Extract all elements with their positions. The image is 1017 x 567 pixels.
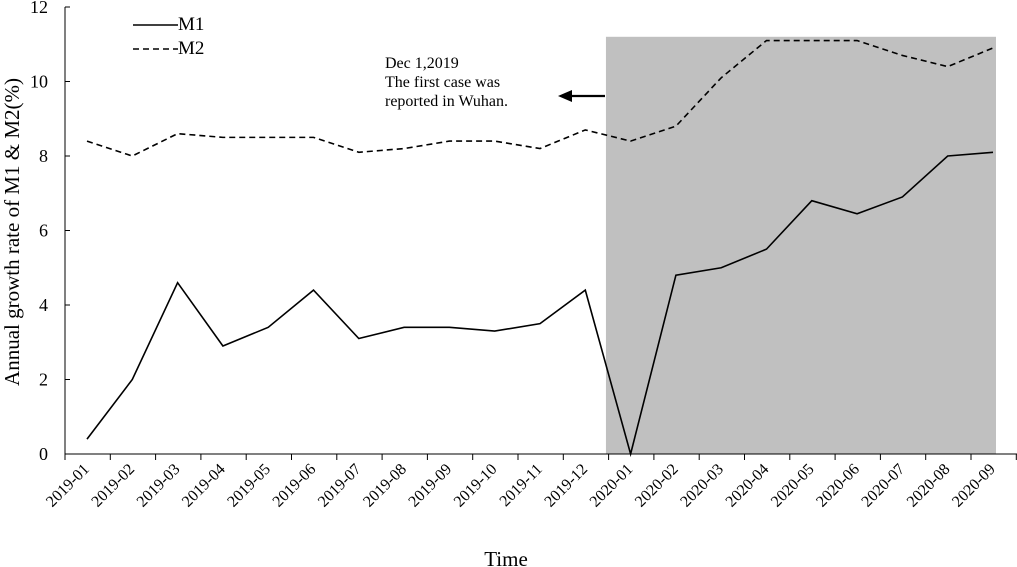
x-tick-label: 2019-05 xyxy=(224,461,274,511)
legend: M1 M2 xyxy=(133,14,204,59)
y-tick-label: 2 xyxy=(39,370,48,390)
x-tick-label: 2020-09 xyxy=(949,461,999,511)
series-line-m1 xyxy=(86,151,994,458)
legend-m1-label: M1 xyxy=(178,14,204,35)
x-tick-label: 2019-04 xyxy=(179,461,229,511)
annotation-arrowhead-icon xyxy=(558,90,572,102)
x-tick-label: 2019-07 xyxy=(315,461,365,511)
x-tick-label: 2019-03 xyxy=(134,461,184,511)
x-tick-label: 2020-02 xyxy=(632,461,682,511)
x-tick-label: 2020-06 xyxy=(813,461,863,511)
y-axis: 0 2 4 6 8 10 12 xyxy=(30,0,70,464)
y-tick-label: 0 xyxy=(39,444,48,464)
x-tick-label: 2020-07 xyxy=(858,461,908,511)
x-tick-label: 2019-10 xyxy=(451,461,501,511)
x-tick-label: 2020-03 xyxy=(677,461,727,511)
annotation-line-2: The first case was xyxy=(385,74,500,91)
x-tick-label: 2019-11 xyxy=(497,461,546,510)
x-tick-label: 2019-09 xyxy=(405,461,455,511)
x-tick-label: 2020-01 xyxy=(587,461,637,511)
x-axis: 2019-012019-022019-032019-042019-052019-… xyxy=(43,453,1017,511)
annotation: Dec 1,2019 The first case was reported i… xyxy=(385,55,605,110)
x-tick-label: 2020-04 xyxy=(723,461,773,511)
x-tick-label: 2020-05 xyxy=(768,461,818,511)
x-tick-label: 2019-08 xyxy=(360,461,410,511)
x-tick-label: 2019-01 xyxy=(43,461,93,511)
x-axis-title: Time xyxy=(484,547,528,567)
x-tick-label: 2019-02 xyxy=(88,461,138,511)
x-tick-label: 2020-08 xyxy=(904,461,954,511)
y-tick-label: 6 xyxy=(39,221,48,241)
x-tick-label: 2019-06 xyxy=(270,461,320,511)
annotation-line-1: Dec 1,2019 xyxy=(385,55,459,72)
x-tick-label: 2019-12 xyxy=(541,461,591,511)
y-tick-label: 10 xyxy=(30,72,48,92)
series-lines xyxy=(86,39,994,458)
shaded-region xyxy=(605,36,996,455)
annotation-line-3: reported in Wuhan. xyxy=(385,93,508,110)
y-tick-label: 12 xyxy=(30,0,48,17)
y-tick-label: 8 xyxy=(39,146,48,166)
y-axis-title: Annual growth rate of M1 & M2(%) xyxy=(0,78,24,386)
y-tick-label: 4 xyxy=(39,295,48,315)
legend-m2-label: M2 xyxy=(178,38,204,59)
series-line-m2 xyxy=(86,39,994,157)
